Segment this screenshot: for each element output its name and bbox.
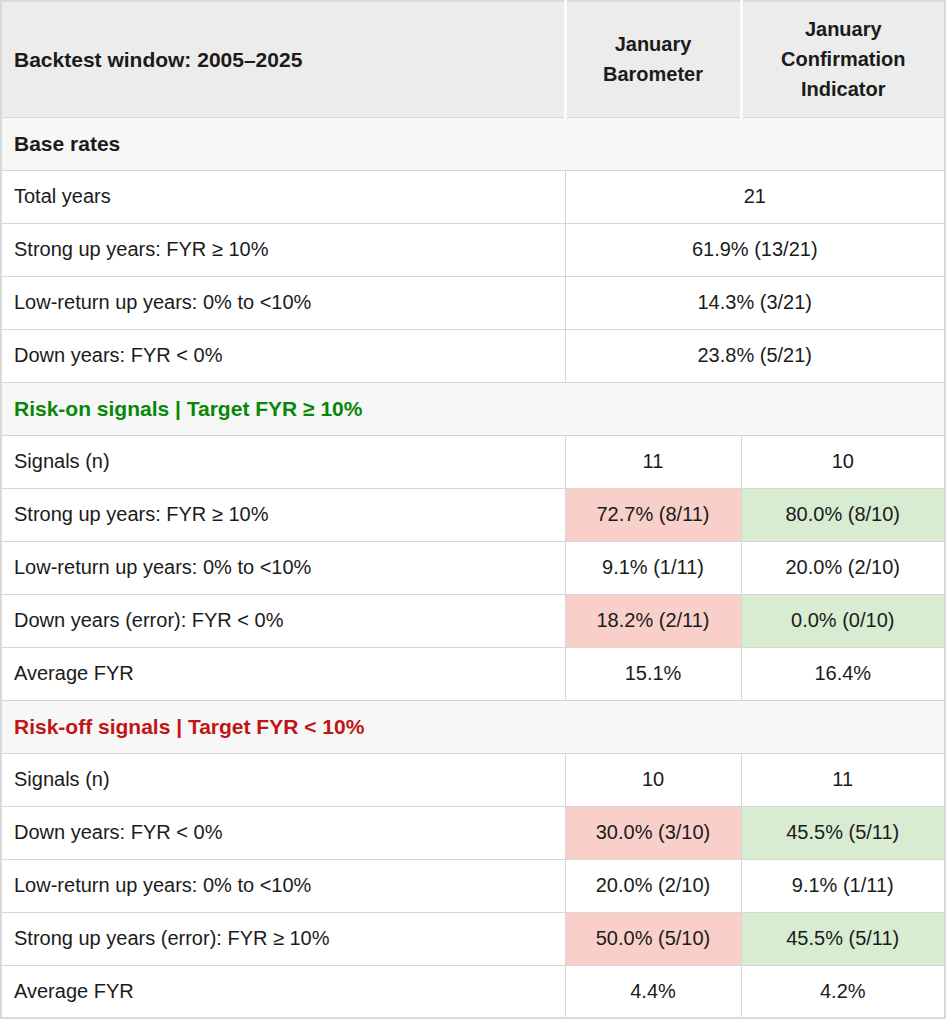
january-confirmation-indicator-value-cell: 9.1% (1/11) [741,859,945,912]
january-confirmation-indicator-value-cell: 80.0% (8/10) [741,488,945,541]
table-body: Base ratesTotal years21Strong up years: … [1,117,945,1018]
merged-value-cell: 14.3% (3/21) [565,276,945,329]
january-confirmation-indicator-value-cell: 20.0% (2/10) [741,541,945,594]
table-row: Signals (n)1011 [1,753,945,806]
january-barometer-value-cell: 18.2% (2/11) [565,594,741,647]
row-label: Average FYR [1,965,565,1018]
table-row: Average FYR4.4%4.2% [1,965,945,1018]
backtest-results-page: Backtest window: 2005–2025 January Barom… [0,0,946,1019]
january-confirmation-indicator-value-cell: 45.5% (5/11) [741,912,945,965]
january-confirmation-indicator-value-cell: 10 [741,435,945,488]
table-row: Down years: FYR < 0%23.8% (5/21) [1,329,945,382]
january-barometer-value-cell: 30.0% (3/10) [565,806,741,859]
row-label: Total years [1,170,565,223]
row-label: Down years (error): FYR < 0% [1,594,565,647]
backtest-results-table: Backtest window: 2005–2025 January Barom… [0,0,946,1019]
header-backtest-window: Backtest window: 2005–2025 [1,1,565,117]
row-label: Down years: FYR < 0% [1,329,565,382]
january-barometer-value-cell: 11 [565,435,741,488]
section-header-row: Risk-off signals | Target FYR < 10% [1,700,945,753]
section-title: Base rates [1,117,945,170]
january-confirmation-indicator-value-cell: 0.0% (0/10) [741,594,945,647]
january-barometer-value-cell: 9.1% (1/11) [565,541,741,594]
january-confirmation-indicator-value-cell: 16.4% [741,647,945,700]
row-label: Average FYR [1,647,565,700]
table-row: Low-return up years: 0% to <10%14.3% (3/… [1,276,945,329]
header-january-confirmation-indicator: January Confirmation Indicator [741,1,945,117]
table-row: Signals (n)1110 [1,435,945,488]
merged-value-cell: 23.8% (5/21) [565,329,945,382]
january-barometer-value-cell: 50.0% (5/10) [565,912,741,965]
header-january-barometer: January Barometer [565,1,741,117]
january-barometer-value-cell: 20.0% (2/10) [565,859,741,912]
merged-value-cell: 61.9% (13/21) [565,223,945,276]
january-confirmation-indicator-value-cell: 45.5% (5/11) [741,806,945,859]
section-title: Risk-on signals | Target FYR ≥ 10% [1,382,945,435]
row-label: Signals (n) [1,753,565,806]
january-barometer-value-cell: 15.1% [565,647,741,700]
table-row: Low-return up years: 0% to <10%20.0% (2/… [1,859,945,912]
january-confirmation-indicator-value-cell: 11 [741,753,945,806]
row-label: Strong up years: FYR ≥ 10% [1,223,565,276]
table-row: Strong up years (error): FYR ≥ 10%50.0% … [1,912,945,965]
table-row: Down years (error): FYR < 0%18.2% (2/11)… [1,594,945,647]
table-row: Strong up years: FYR ≥ 10%72.7% (8/11)80… [1,488,945,541]
january-confirmation-indicator-value-cell: 4.2% [741,965,945,1018]
row-label: Signals (n) [1,435,565,488]
row-label: Strong up years: FYR ≥ 10% [1,488,565,541]
section-header-row: Base rates [1,117,945,170]
merged-value-cell: 21 [565,170,945,223]
january-barometer-value-cell: 72.7% (8/11) [565,488,741,541]
row-label: Low-return up years: 0% to <10% [1,276,565,329]
section-title: Risk-off signals | Target FYR < 10% [1,700,945,753]
table-header-row: Backtest window: 2005–2025 January Barom… [1,1,945,117]
january-barometer-value-cell: 4.4% [565,965,741,1018]
row-label: Strong up years (error): FYR ≥ 10% [1,912,565,965]
january-barometer-value-cell: 10 [565,753,741,806]
row-label: Down years: FYR < 0% [1,806,565,859]
table-row: Low-return up years: 0% to <10%9.1% (1/1… [1,541,945,594]
table-row: Strong up years: FYR ≥ 10%61.9% (13/21) [1,223,945,276]
row-label: Low-return up years: 0% to <10% [1,541,565,594]
section-header-row: Risk-on signals | Target FYR ≥ 10% [1,382,945,435]
table-row: Average FYR15.1%16.4% [1,647,945,700]
table-row: Total years21 [1,170,945,223]
row-label: Low-return up years: 0% to <10% [1,859,565,912]
table-row: Down years: FYR < 0%30.0% (3/10)45.5% (5… [1,806,945,859]
